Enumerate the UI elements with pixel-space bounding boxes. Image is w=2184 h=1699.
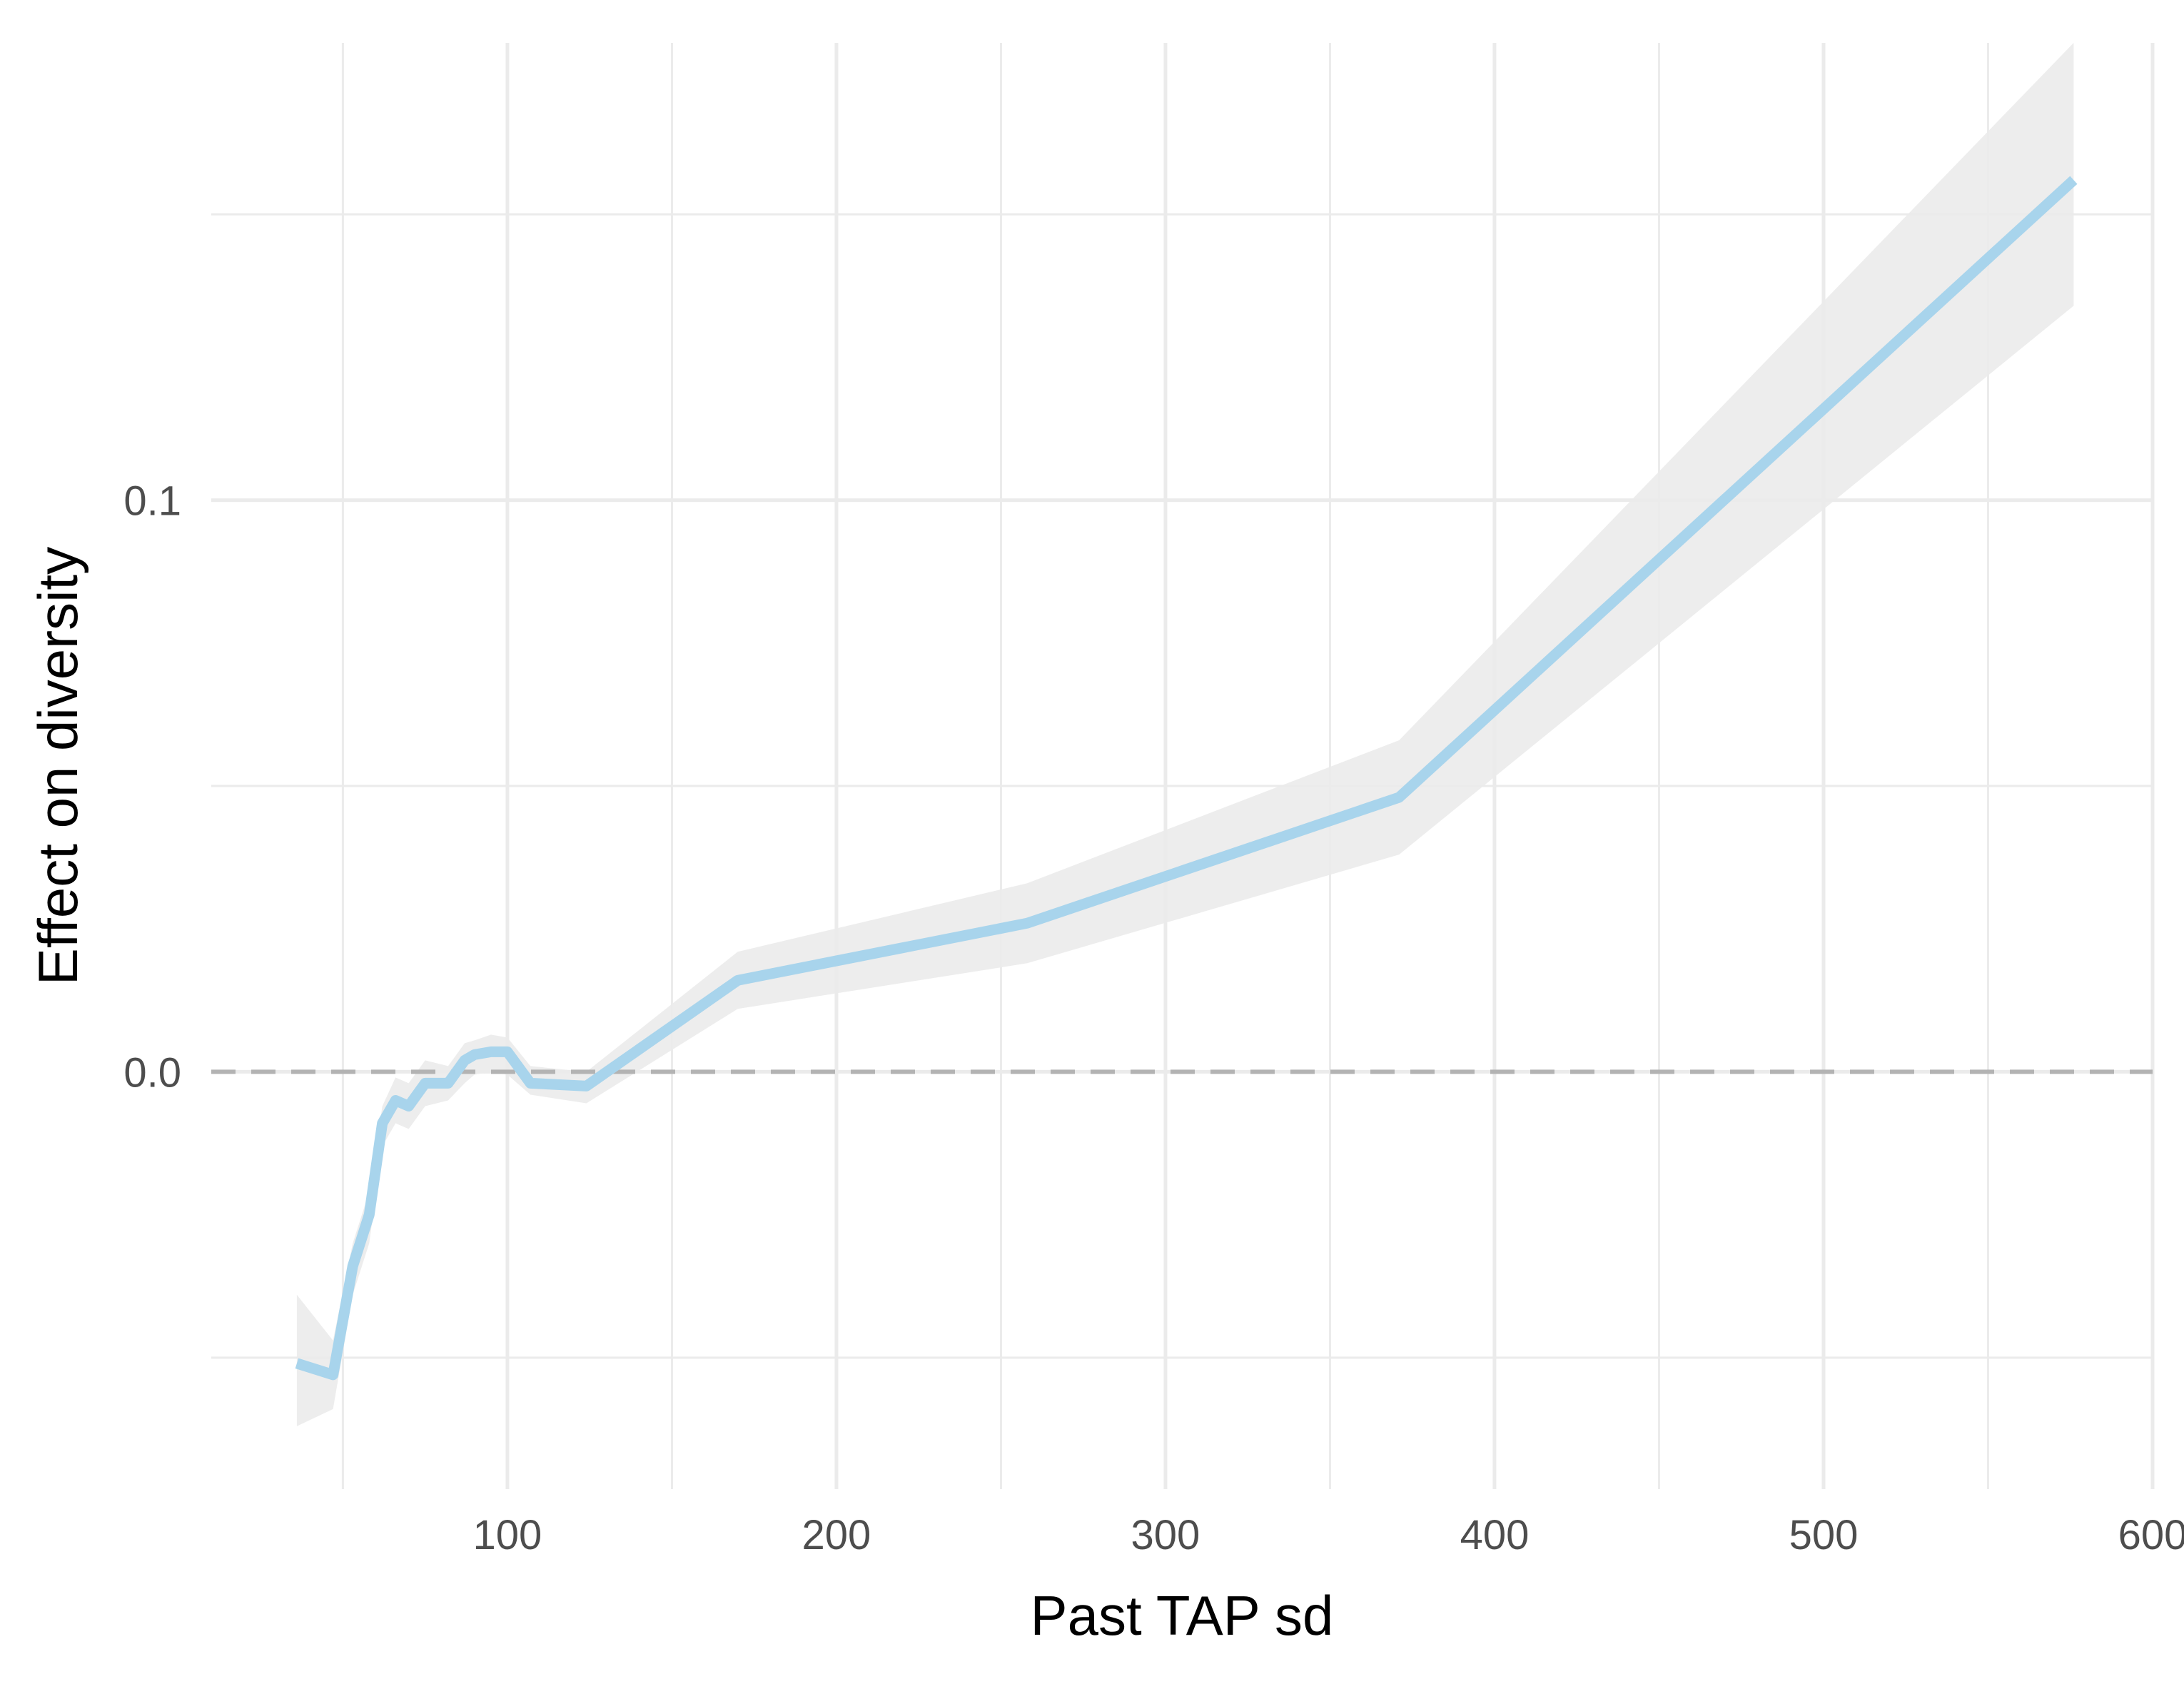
x-tick-label-100: 100 <box>473 1512 542 1558</box>
series-line-layer <box>295 176 2078 1381</box>
x-tick-label-200: 200 <box>802 1512 871 1558</box>
series-line-0 <box>295 176 2078 1381</box>
x-tick-label-500: 500 <box>1789 1512 1859 1558</box>
x-tick-label-400: 400 <box>1460 1512 1530 1558</box>
y-tick-label-1: 0.1 <box>123 478 181 525</box>
x-tick-label-600: 600 <box>2118 1512 2184 1558</box>
x-tick-labels: 100 200 300 400 500 600 <box>473 1512 2184 1558</box>
confidence-band-layer <box>296 43 2074 1426</box>
y-tick-labels: 0.0 0.1 <box>123 478 181 1096</box>
y-tick-label-0: 0.0 <box>123 1049 181 1096</box>
x-axis-title: Past TAP sd <box>1031 1584 1334 1647</box>
confidence-band-0 <box>296 43 2074 1426</box>
y-axis-title: Effect on diversity <box>26 547 89 985</box>
x-tick-label-300: 300 <box>1131 1512 1200 1558</box>
y-minor-gridlines <box>211 213 2153 1359</box>
